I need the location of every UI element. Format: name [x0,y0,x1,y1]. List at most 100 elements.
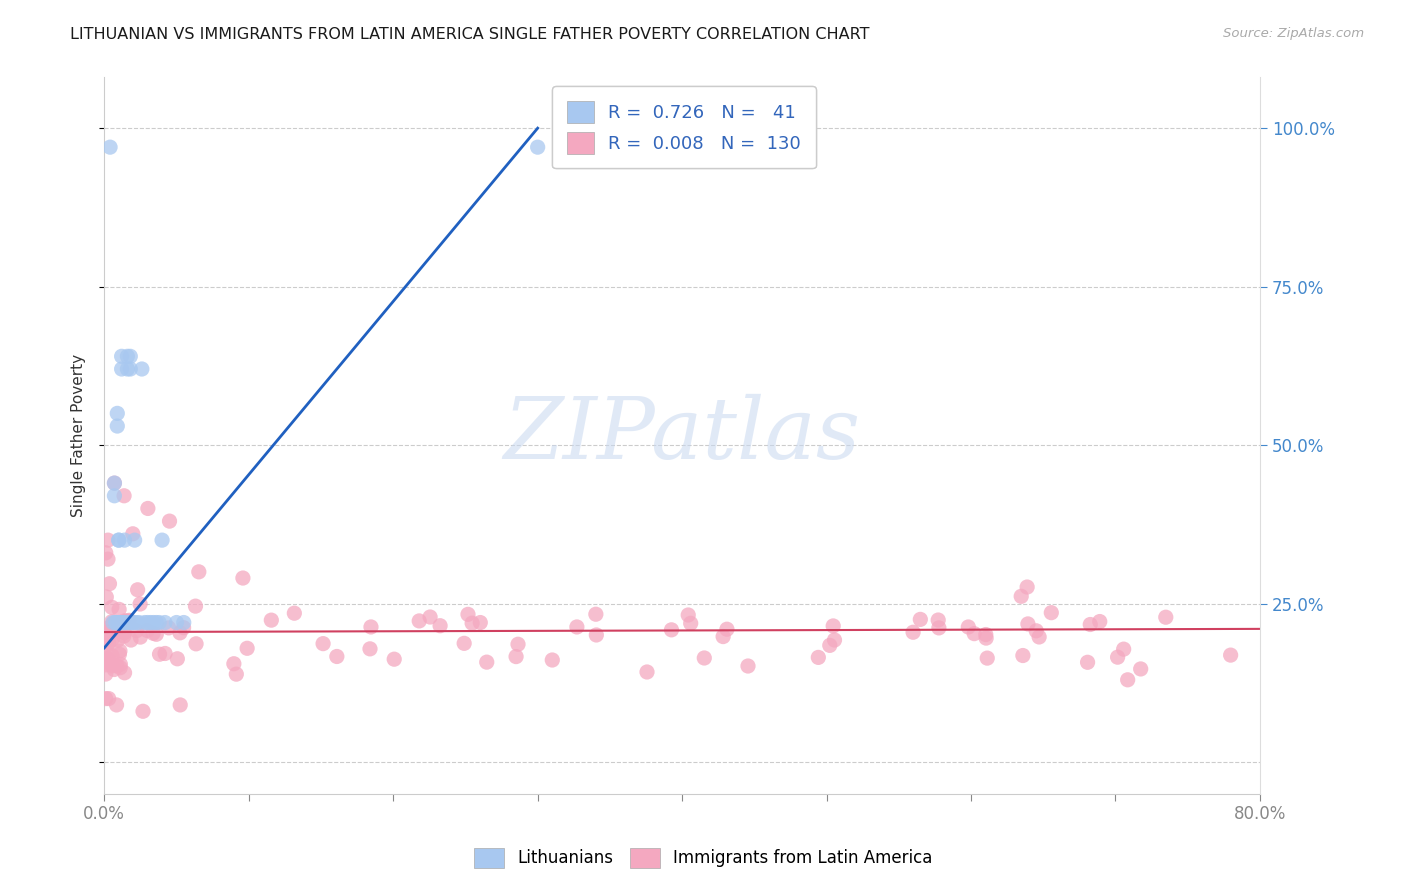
Point [108,615,131,630]
Point [157,621,180,635]
Point [173,621,195,635]
Point [963,626,986,640]
Point [112,615,135,630]
Point [1077,655,1099,669]
Point [166,652,188,666]
Point [312,637,335,651]
Point [105,658,128,673]
Point [107,533,129,548]
Point [101,600,124,615]
Point [585,628,607,642]
Point [526,140,548,154]
Point [1010,590,1032,604]
Point [711,630,734,644]
Point [111,349,134,363]
Point [153,615,176,630]
Point [737,659,759,673]
Point [142,615,165,630]
Point [98,653,121,667]
Point [98,576,121,591]
Point [910,612,932,626]
Point [976,651,998,665]
Point [169,625,191,640]
Point [114,614,136,628]
Point [807,650,830,665]
Point [96,626,118,640]
Point [114,665,136,680]
Text: ZIPatlas: ZIPatlas [503,394,860,477]
Point [107,633,129,648]
Point [120,633,142,648]
Point [108,644,131,658]
Point [142,626,165,640]
Point [1078,617,1101,632]
Point [112,625,135,640]
Point [470,615,492,630]
Point [148,615,170,630]
Point [136,624,159,638]
Point [136,615,159,630]
Text: Source: ZipAtlas.com: Source: ZipAtlas.com [1223,27,1364,40]
Point [585,607,607,622]
Point [187,565,209,579]
Point [108,602,131,616]
Point [927,613,949,627]
Point [105,406,128,420]
Point [129,630,152,644]
Point [103,476,125,491]
Point [94,655,117,669]
Point [107,618,129,632]
Point [132,704,155,718]
Point [118,613,141,627]
Point [96,651,118,665]
Point [159,514,181,528]
Point [103,476,125,491]
Point [100,615,122,629]
Point [506,637,529,651]
Point [173,615,195,630]
Point [225,667,247,681]
Point [128,615,150,630]
Point [236,641,259,656]
Point [108,615,131,630]
Point [1219,648,1241,662]
Point [359,641,381,656]
Point [453,636,475,650]
Point [1040,606,1063,620]
Point [679,616,702,631]
Point [974,631,997,645]
Point [541,653,564,667]
Point [121,615,143,630]
Point [139,615,162,630]
Point [360,620,382,634]
Point [111,362,134,376]
Point [98,140,121,154]
Point [129,597,152,611]
Point [101,616,124,631]
Point [505,649,527,664]
Point [104,615,127,630]
Legend: Lithuanians, Immigrants from Latin America: Lithuanians, Immigrants from Latin Ameri… [467,841,939,875]
Point [97,691,120,706]
Point [145,627,167,641]
Point [1112,642,1135,657]
Point [382,652,405,666]
Point [101,648,124,663]
Point [928,621,950,635]
Point [124,533,146,548]
Point [110,620,132,634]
Point [122,615,145,630]
Point [419,610,441,624]
Point [716,622,738,636]
Point [103,489,125,503]
Point [114,533,136,548]
Point [94,657,117,672]
Point [125,615,148,630]
Point [565,620,588,634]
Point [107,615,129,630]
Point [117,614,139,628]
Point [1107,650,1129,665]
Point [145,615,167,630]
Point [100,625,122,640]
Point [125,624,148,638]
